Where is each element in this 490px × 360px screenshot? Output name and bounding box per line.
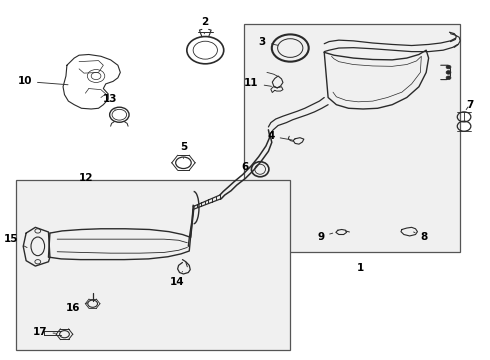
Text: 14: 14: [171, 271, 185, 287]
Circle shape: [446, 76, 451, 80]
Text: 12: 12: [79, 173, 94, 183]
Text: 9: 9: [317, 232, 333, 242]
Text: 3: 3: [259, 37, 278, 47]
Text: 17: 17: [33, 327, 55, 337]
Text: 11: 11: [244, 78, 271, 88]
Text: 10: 10: [18, 76, 68, 86]
Circle shape: [446, 71, 451, 74]
Text: 8: 8: [414, 232, 428, 242]
Text: 1: 1: [357, 263, 364, 273]
Bar: [244, 24, 460, 252]
Text: 15: 15: [4, 234, 27, 248]
Text: 2: 2: [201, 17, 208, 34]
Text: 4: 4: [268, 131, 293, 141]
Text: 16: 16: [66, 303, 88, 313]
Text: 7: 7: [466, 100, 473, 110]
Text: 5: 5: [180, 142, 187, 158]
Text: 6: 6: [242, 162, 254, 172]
Circle shape: [446, 65, 451, 69]
Text: 13: 13: [102, 94, 117, 110]
Bar: [16, 180, 290, 350]
